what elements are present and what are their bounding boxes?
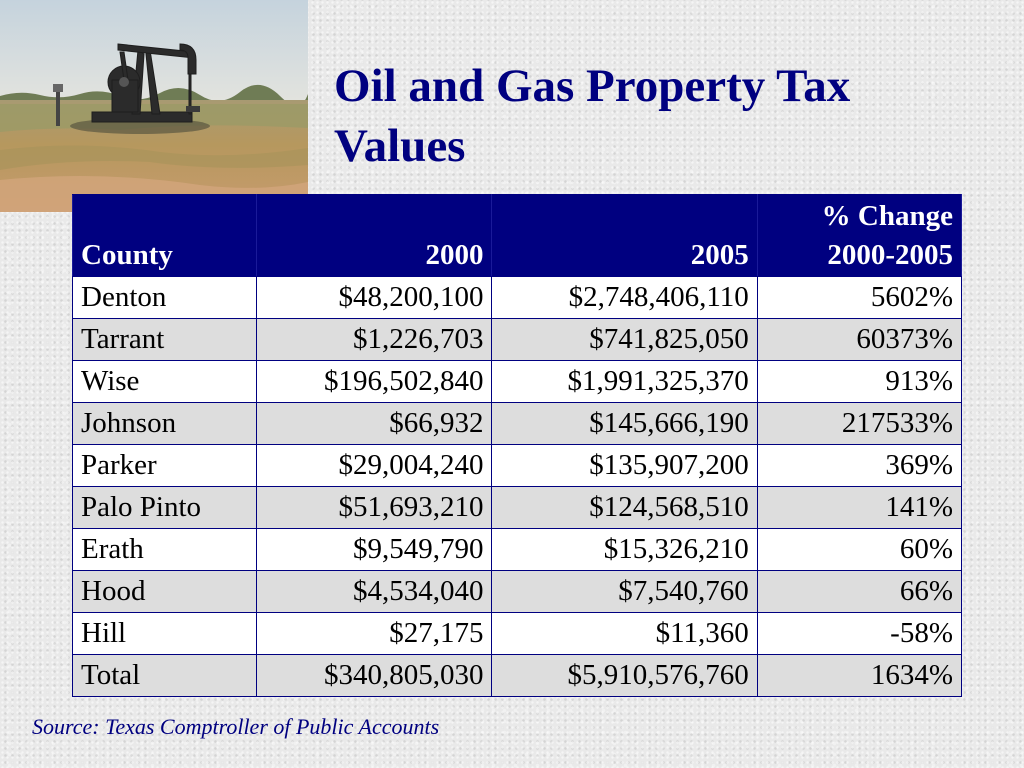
slide-title: Oil and Gas Property Tax Values bbox=[334, 60, 851, 172]
cell-percent-change: 369% bbox=[756, 444, 963, 487]
header-percent-change: % Change 2000-2005 bbox=[756, 194, 963, 277]
cell-2000: $27,175 bbox=[256, 612, 493, 655]
cell-2005: $15,326,210 bbox=[491, 528, 758, 571]
cell-2005: $11,360 bbox=[491, 612, 758, 655]
cell-percent-change: 913% bbox=[756, 360, 963, 403]
cell-2000: $66,932 bbox=[256, 402, 493, 445]
cell-2000: $48,200,100 bbox=[256, 276, 493, 319]
tax-values-table: County 2000 2005 % Change 2000-2005 Dent… bbox=[71, 194, 963, 697]
cell-2000: $196,502,840 bbox=[256, 360, 493, 403]
cell-percent-change: 141% bbox=[756, 486, 963, 529]
cell-2000: $29,004,240 bbox=[256, 444, 493, 487]
cell-2005: $5,910,576,760 bbox=[491, 654, 758, 697]
table-row: Wise $196,502,840 $1,991,325,370 913% bbox=[71, 360, 963, 403]
cell-2005: $1,991,325,370 bbox=[491, 360, 758, 403]
cell-county: Parker bbox=[71, 444, 258, 487]
cell-percent-change: 60373% bbox=[756, 318, 963, 361]
cell-county: Erath bbox=[71, 528, 258, 571]
cell-2005: $2,748,406,110 bbox=[491, 276, 758, 319]
cell-county: Johnson bbox=[71, 402, 258, 445]
cell-county: Hood bbox=[71, 570, 258, 613]
header-percent-change-line2: 2000-2005 bbox=[827, 239, 953, 271]
header-2005: 2005 bbox=[491, 194, 758, 277]
table-row: Parker $29,004,240 $135,907,200 369% bbox=[71, 444, 963, 487]
cell-percent-change: 66% bbox=[756, 570, 963, 613]
cell-county: Palo Pinto bbox=[71, 486, 258, 529]
table-header-row: County 2000 2005 % Change 2000-2005 bbox=[71, 194, 963, 277]
cell-county: Wise bbox=[71, 360, 258, 403]
table-row: Hood $4,534,040 $7,540,760 66% bbox=[71, 570, 963, 613]
table-row: Denton $48,200,100 $2,748,406,110 5602% bbox=[71, 276, 963, 319]
cell-county: Tarrant bbox=[71, 318, 258, 361]
cell-2000: $1,226,703 bbox=[256, 318, 493, 361]
source-note: Source: Texas Comptroller of Public Acco… bbox=[32, 714, 440, 739]
cell-percent-change: 217533% bbox=[756, 402, 963, 445]
table-row: Palo Pinto $51,693,210 $124,568,510 141% bbox=[71, 486, 963, 529]
table-row: Johnson $66,932 $145,666,190 217533% bbox=[71, 402, 963, 445]
cell-2000: $340,805,030 bbox=[256, 654, 493, 697]
cell-2000: $9,549,790 bbox=[256, 528, 493, 571]
table-row: Hill $27,175 $11,360 -58% bbox=[71, 612, 963, 655]
header-percent-change-line1: % Change bbox=[821, 200, 953, 232]
cell-2005: $145,666,190 bbox=[491, 402, 758, 445]
table-row: Erath $9,549,790 $15,326,210 60% bbox=[71, 528, 963, 571]
oil-pump-jack-photo bbox=[0, 0, 308, 212]
cell-county: Denton bbox=[71, 276, 258, 319]
cell-2005: $7,540,760 bbox=[491, 570, 758, 613]
cell-2005: $124,568,510 bbox=[491, 486, 758, 529]
cell-percent-change: 60% bbox=[756, 528, 963, 571]
cell-county: Total bbox=[71, 654, 258, 697]
cell-percent-change: -58% bbox=[756, 612, 963, 655]
cell-county: Hill bbox=[71, 612, 258, 655]
header-county: County bbox=[71, 194, 258, 277]
table-row-total: Total $340,805,030 $5,910,576,760 1634% bbox=[71, 654, 963, 697]
cell-2005: $741,825,050 bbox=[491, 318, 758, 361]
cell-2000: $4,534,040 bbox=[256, 570, 493, 613]
table-row: Tarrant $1,226,703 $741,825,050 60373% bbox=[71, 318, 963, 361]
cell-percent-change: 5602% bbox=[756, 276, 963, 319]
cell-percent-change: 1634% bbox=[756, 654, 963, 697]
cell-2000: $51,693,210 bbox=[256, 486, 493, 529]
header-2000: 2000 bbox=[256, 194, 493, 277]
cell-2005: $135,907,200 bbox=[491, 444, 758, 487]
